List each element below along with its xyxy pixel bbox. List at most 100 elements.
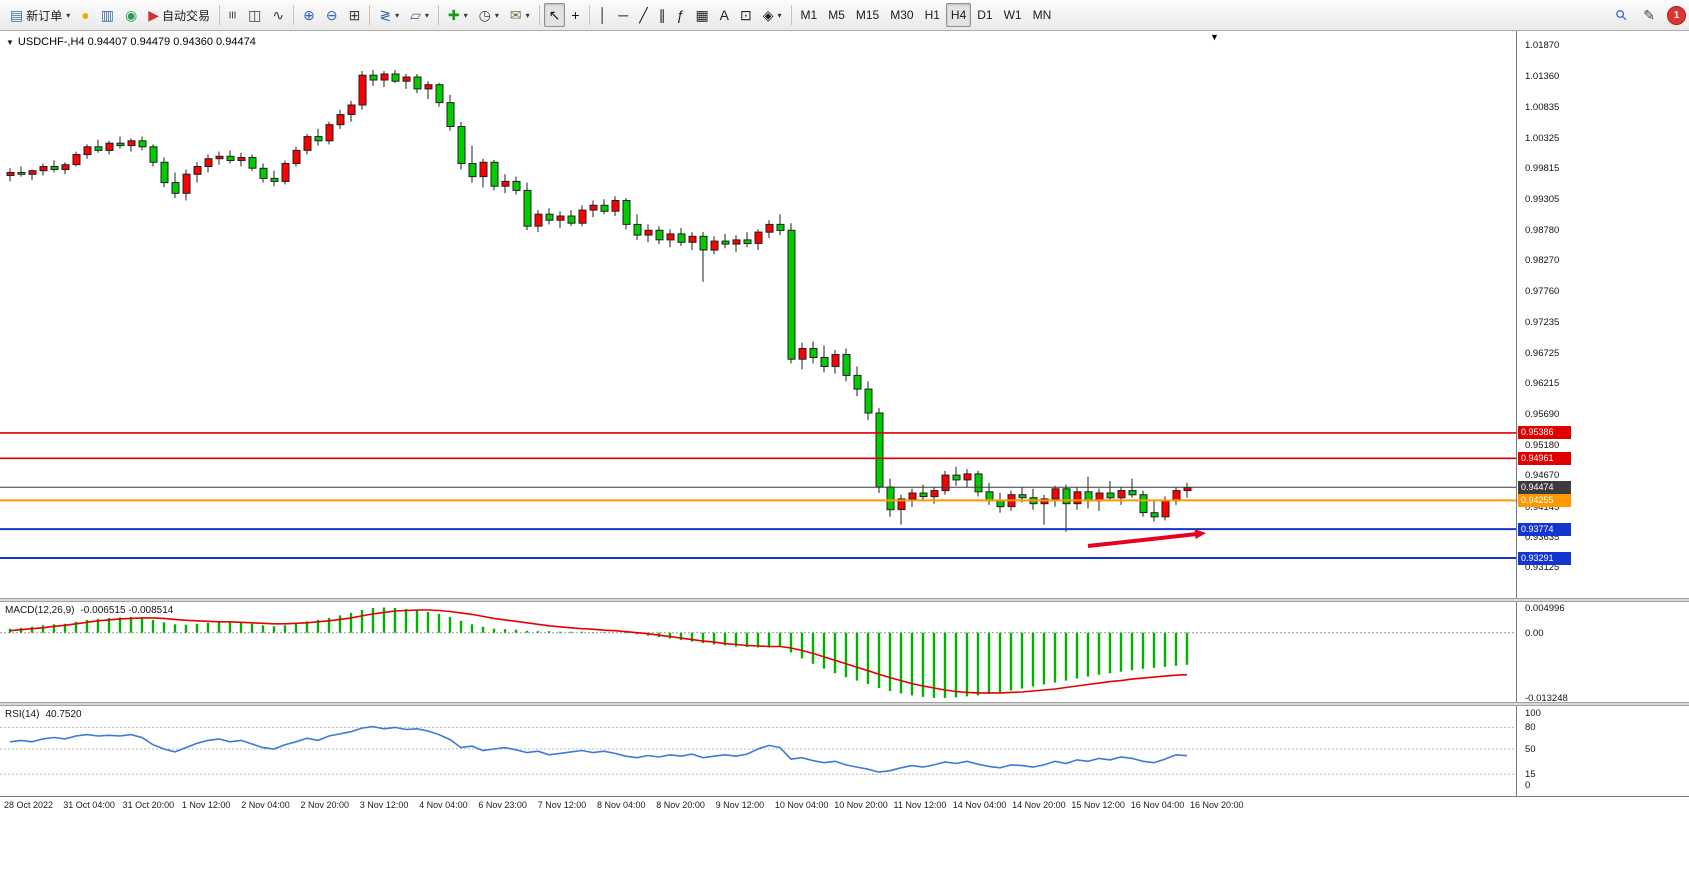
price-axis[interactable]: 1.01870 1.01360 1.00835 1.00325 0.99815 0.993… [1516, 31, 1689, 796]
candle [424, 81, 433, 99]
toolbar-group-zoom: ⊕ ⊖ ⊞ [298, 3, 365, 27]
line-chart-button[interactable]: ∿ [267, 3, 289, 27]
time-tick: 16 Nov 04:00 [1130, 800, 1185, 810]
add-indicator-button[interactable]: ✚ ▾ [443, 3, 473, 27]
quick-edit-button[interactable]: ✎ [1638, 3, 1660, 27]
candle [1106, 481, 1115, 501]
tf-w1-button[interactable]: W1 [999, 3, 1027, 27]
candle-body [215, 155, 224, 160]
tf-m5-button[interactable]: M5 [823, 3, 850, 27]
zoom-in-button[interactable]: ⊕ [298, 3, 320, 27]
zoom-out-button[interactable]: ⊖ [321, 3, 343, 27]
time-tick: 7 Nov 12:00 [537, 800, 587, 810]
text-button[interactable]: A [715, 3, 734, 27]
toolbar-group-objects: │ ─ ╱ ∥ ƒ ▦ A ⊡ ◈ ▾ [594, 3, 787, 27]
macd-canvas[interactable] [0, 602, 1516, 702]
candle-body [50, 166, 59, 170]
fibonacci-button[interactable]: ƒ [672, 3, 690, 27]
candle [1117, 487, 1126, 505]
price-tick: 0.95180 [1525, 439, 1560, 451]
indicators-button[interactable]: ≷ ▾ [374, 3, 404, 27]
horizontal-line-button[interactable]: ─ [613, 3, 633, 27]
panel-splitter[interactable] [0, 598, 1689, 602]
candle-body [83, 146, 92, 156]
fibonacci-icon: ƒ [676, 7, 685, 23]
candle [666, 229, 675, 248]
objects-list-button[interactable]: ▱ ▾ [405, 3, 434, 27]
candle [622, 198, 631, 230]
market-depth-button[interactable]: ▥ [96, 3, 119, 27]
candle [160, 157, 169, 188]
macd-values-text: -0.006515 -0.008514 [80, 605, 174, 616]
time-tick: 31 Oct 20:00 [122, 800, 175, 810]
price-tick: 0.99815 [1525, 163, 1560, 175]
bar-chart-button[interactable]: ≡ [224, 3, 242, 27]
channel-button[interactable]: ∥ [654, 3, 671, 27]
candle [556, 211, 565, 228]
candle [479, 158, 488, 188]
grid-button[interactable]: ▦ [690, 3, 713, 27]
candle-body [1073, 491, 1082, 505]
candle-body [974, 473, 983, 493]
tf-d1-button[interactable]: D1 [972, 3, 997, 27]
vertical-line-button[interactable]: │ [594, 3, 613, 27]
auto-trading-button-label: 自动交易 [161, 8, 210, 23]
candle [281, 160, 290, 185]
tf-h4-button[interactable]: H4 [945, 3, 972, 27]
candle [1062, 484, 1071, 532]
candle [303, 133, 312, 155]
tf-m30-button[interactable]: M30 [885, 3, 918, 27]
tf-m15-button[interactable]: M15 [851, 3, 884, 27]
trendline-button[interactable]: ╱ [634, 3, 652, 27]
new-order-button[interactable]: ▤ 新订单 ▾ [5, 3, 75, 27]
candle-body [1018, 494, 1027, 499]
templates-button[interactable]: ✉ ▾ [505, 3, 535, 27]
tile-windows-button[interactable]: ⊞ [344, 3, 366, 27]
candlestick-button[interactable]: ◫ [243, 3, 266, 27]
main-chart-canvas[interactable] [0, 31, 1516, 598]
tf-m30-button-label: M30 [890, 8, 914, 22]
crosshair-button[interactable]: + [566, 3, 584, 27]
candle-body [633, 223, 642, 236]
candle [138, 136, 147, 151]
sounds-button[interactable]: ◉ [120, 3, 142, 27]
candle-body [600, 204, 609, 212]
panel-splitter[interactable] [0, 702, 1689, 706]
auto-trading-button[interactable]: ▶ 自动交易 [143, 3, 215, 27]
time-tick: 31 Oct 04:00 [63, 800, 115, 810]
candle-body [567, 215, 576, 224]
candle [171, 172, 180, 199]
candle [985, 482, 994, 505]
candle [963, 469, 972, 487]
time-tick: 2 Nov 04:00 [241, 800, 290, 810]
candle [523, 182, 532, 231]
chevron-down-icon: ▾ [463, 10, 468, 20]
tf-m1-button[interactable]: M1 [796, 3, 823, 27]
candle-body [820, 357, 829, 367]
collapse-ohlc-icon[interactable]: ▼ [6, 37, 14, 47]
headset-icon: ◉ [124, 7, 138, 23]
candle [545, 208, 554, 225]
time-axis[interactable]: 28 Oct 2022 31 Oct 04:00 31 Oct 20:00 1 Nov… [0, 797, 1689, 814]
candle [688, 232, 697, 250]
rsi-line [9, 725, 1188, 773]
rsi-title-text: RSI(14) [5, 709, 40, 720]
shapes-button[interactable]: ◈ ▾ [758, 3, 787, 27]
candle [369, 69, 378, 86]
tf-mn-button[interactable]: MN [1028, 3, 1057, 27]
cursor-button[interactable]: ↖ [543, 3, 566, 27]
periods-button[interactable]: ◷ ▾ [474, 3, 504, 27]
search-button[interactable]: ⚲ [1611, 3, 1631, 27]
notifications-badge[interactable]: 1 [1667, 5, 1686, 25]
candle-body [292, 149, 301, 165]
arrow-object[interactable] [1087, 531, 1199, 548]
text-label-button[interactable]: ⊡ [735, 3, 757, 27]
tf-h1-button[interactable]: H1 [920, 3, 945, 27]
candle-body [534, 213, 543, 227]
label-icon: ⊡ [740, 7, 752, 23]
rsi-canvas[interactable] [0, 706, 1516, 796]
candle-body [897, 498, 906, 511]
mql5-wizard-button[interactable]: ● [76, 3, 94, 27]
rsi-value-text: 40.7520 [45, 709, 82, 720]
candle-body [1106, 492, 1115, 499]
